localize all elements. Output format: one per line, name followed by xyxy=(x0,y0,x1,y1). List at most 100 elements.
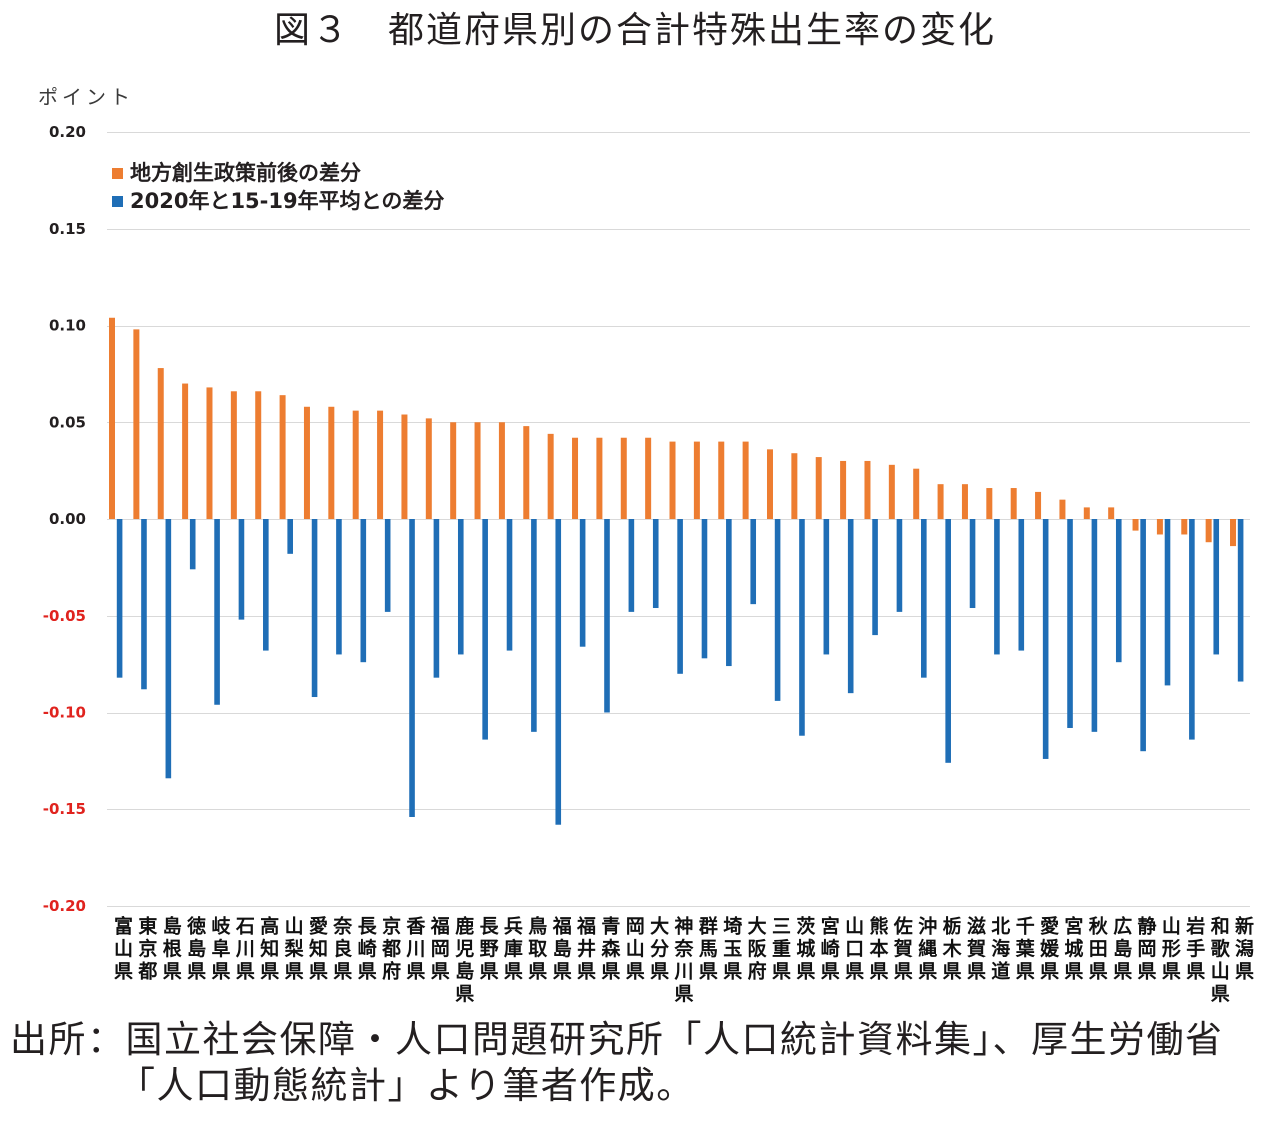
x-category-label: 神奈川県 xyxy=(671,916,694,1006)
x-category-label: 東京都 xyxy=(135,916,158,984)
bar-policy-diff-32 xyxy=(864,460,871,519)
x-category-label: 和歌山県 xyxy=(1207,916,1230,1006)
x-category-label: 富山県 xyxy=(111,916,133,984)
bar-2020-diff-41 xyxy=(1091,519,1098,732)
series-policy-diff-bars xyxy=(109,317,1237,547)
bar-policy-diff-7 xyxy=(255,391,262,519)
x-category-label: 青森県 xyxy=(598,916,621,984)
bar-policy-diff-3 xyxy=(157,368,164,519)
bar-policy-diff-36 xyxy=(961,484,968,519)
bar-2020-diff-34 xyxy=(921,519,927,678)
x-category-label: 島根県 xyxy=(159,916,182,984)
x-category-label: 大分県 xyxy=(647,916,670,984)
bar-2020-diff-27 xyxy=(750,519,757,605)
bar-policy-diff-1 xyxy=(109,317,115,519)
source-note-line-2: 「人口動態統計」より筆者作成。 xyxy=(118,1064,695,1107)
bar-policy-diff-27 xyxy=(742,441,749,519)
x-category-label: 茨城県 xyxy=(793,916,816,984)
bar-policy-diff-21 xyxy=(596,437,603,519)
bar-policy-diff-11 xyxy=(352,410,359,519)
x-category-label: 宮城県 xyxy=(1061,916,1084,984)
legend-label-policy-diff: 地方創生政策前後の差分 xyxy=(130,161,361,185)
x-category-label: 岡山県 xyxy=(622,916,645,984)
bar-policy-diff-28 xyxy=(766,449,773,519)
bar-2020-diff-25 xyxy=(701,519,708,659)
x-category-label: 福岡県 xyxy=(427,916,450,984)
bar-2020-diff-37 xyxy=(994,519,1000,655)
bar-policy-diff-18 xyxy=(523,426,530,519)
figure-title: 図３ 都道府県別の合計特殊出生率の変化 xyxy=(273,10,996,51)
bar-policy-diff-9 xyxy=(303,406,310,519)
bar-policy-diff-23 xyxy=(645,437,652,519)
bar-policy-diff-39 xyxy=(1035,491,1042,519)
x-category-label: 香川県 xyxy=(403,916,426,984)
x-category-label: 佐賀県 xyxy=(890,916,913,984)
bar-policy-diff-35 xyxy=(937,484,944,519)
x-category-label: 三重県 xyxy=(769,916,791,984)
bar-2020-diff-17 xyxy=(506,519,513,651)
y-tick-label: 0.15 xyxy=(49,220,86,238)
x-category-label: 山梨県 xyxy=(281,916,304,984)
x-category-label: 愛知県 xyxy=(306,916,328,984)
x-category-label: 鳥取県 xyxy=(525,916,548,984)
bar-policy-diff-6 xyxy=(230,391,237,519)
bar-policy-diff-8 xyxy=(279,395,286,519)
y-axis-tick-labels: 0.20 0.15 0.10 0.05 0.00 -0.05 -0.10 -0.15 -0.20 xyxy=(43,123,86,915)
x-category-label: 福井県 xyxy=(574,916,596,984)
bar-policy-diff-46 xyxy=(1205,519,1212,543)
bar-2020-diff-24 xyxy=(677,519,683,674)
x-category-label: 宮崎県 xyxy=(817,916,840,984)
bar-policy-diff-30 xyxy=(815,457,822,519)
bar-policy-diff-13 xyxy=(401,414,408,519)
bar-2020-diff-26 xyxy=(726,519,732,667)
x-category-label: 岩手県 xyxy=(1183,916,1206,984)
bar-2020-diff-21 xyxy=(604,519,610,713)
bar-2020-diff-19 xyxy=(555,519,562,825)
x-category-label: 奈良県 xyxy=(330,916,353,984)
x-category-label: 山形県 xyxy=(1158,916,1181,984)
x-category-label: 滋賀県 xyxy=(964,916,986,984)
bar-2020-diff-44 xyxy=(1164,519,1171,686)
series-2020-diff-bars xyxy=(116,519,1244,825)
bar-2020-diff-45 xyxy=(1189,519,1195,740)
bar-policy-diff-38 xyxy=(1010,488,1017,519)
bar-policy-diff-24 xyxy=(669,441,676,519)
x-category-label: 栃木県 xyxy=(939,916,962,984)
x-category-label: 山口県 xyxy=(842,916,865,984)
bar-policy-diff-19 xyxy=(547,433,554,519)
bar-policy-diff-2 xyxy=(133,329,140,519)
bar-policy-diff-20 xyxy=(572,437,579,519)
bar-2020-diff-35 xyxy=(945,519,951,763)
bar-2020-diff-16 xyxy=(482,519,488,740)
bar-policy-diff-26 xyxy=(718,441,725,519)
bar-2020-diff-38 xyxy=(1018,519,1025,651)
legend-swatch-blue xyxy=(112,195,123,207)
legend-item-policy-diff: 地方創生政策前後の差分 xyxy=(112,160,361,186)
bar-policy-diff-40 xyxy=(1059,499,1066,519)
legend-item-2020-diff: 2020年と15-19年平均との差分 xyxy=(112,188,444,214)
bar-2020-diff-32 xyxy=(872,519,878,636)
y-tick-label: 0.20 xyxy=(49,123,86,141)
bar-2020-diff-5 xyxy=(214,519,220,705)
bar-policy-diff-10 xyxy=(328,406,335,519)
bar-policy-diff-16 xyxy=(474,422,481,519)
bar-2020-diff-6 xyxy=(238,519,245,620)
bar-policy-diff-31 xyxy=(840,460,847,519)
x-category-label: 福島県 xyxy=(549,916,572,984)
bar-2020-diff-7 xyxy=(263,519,269,651)
bar-policy-diff-15 xyxy=(450,422,457,519)
x-category-label: 高知県 xyxy=(257,916,280,984)
y-tick-label: -0.15 xyxy=(43,800,86,818)
bar-policy-diff-47 xyxy=(1230,519,1237,547)
bar-2020-diff-8 xyxy=(287,519,293,554)
y-tick-label: -0.10 xyxy=(43,704,86,722)
bar-policy-diff-34 xyxy=(913,468,920,519)
bar-2020-diff-42 xyxy=(1115,519,1122,663)
y-tick-label: 0.05 xyxy=(49,413,86,431)
bar-policy-diff-17 xyxy=(498,422,505,519)
bar-2020-diff-36 xyxy=(969,519,976,609)
bar-2020-diff-2 xyxy=(141,519,147,690)
x-category-label: 兵庫県 xyxy=(500,916,523,984)
x-category-label: 徳島県 xyxy=(184,916,207,984)
